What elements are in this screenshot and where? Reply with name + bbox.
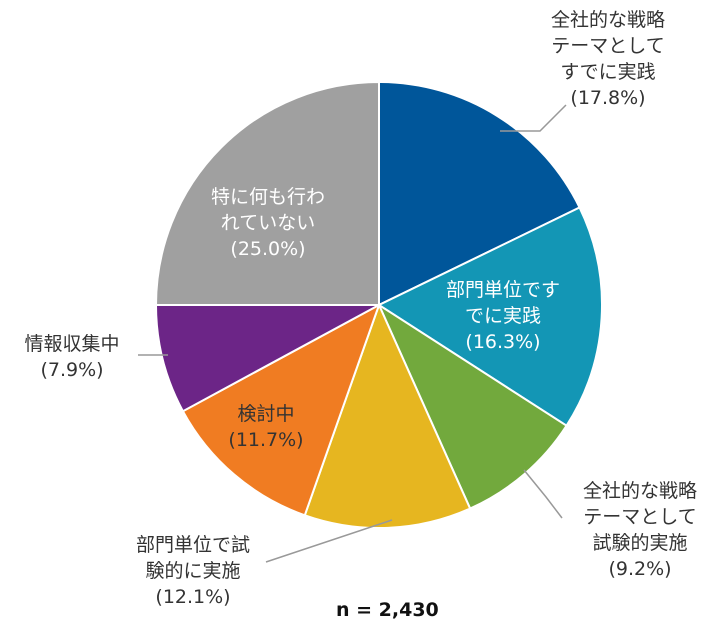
slice-value-label: (12.1%)	[155, 586, 230, 608]
slice-value-label: (16.3%)	[465, 331, 540, 353]
slice-label-line: 試験的実施	[592, 532, 687, 554]
slice-value-label: (11.7%)	[228, 429, 303, 451]
slice-label-line: 全社的な戦略	[551, 9, 665, 31]
slice-value-label: (25.0%)	[230, 238, 305, 260]
pie-slice-1	[378, 80, 581, 307]
slice-label-line: 特に何も行わ	[211, 186, 325, 208]
slice-label-line: 検討中	[237, 403, 294, 425]
slice-label-line: すでに実践	[560, 61, 655, 83]
slice-label-line: でに実践	[465, 305, 541, 327]
slice-label-line: 部門単位で試	[136, 534, 250, 556]
slice-label-6: 情報収集中 (7.9%)	[24, 333, 119, 381]
leader-line-slice-1	[500, 104, 567, 132]
slice-label-4: 部門単位で試験的に実施 (12.1%)	[136, 534, 250, 608]
slice-label-line: テーマとして	[551, 35, 664, 57]
pie-slice-7	[154, 80, 380, 306]
slice-value-label: (7.9%)	[40, 359, 103, 381]
slice-labels: 全社的な戦略テーマとしてすでに実践(17.8%)部門単位ですでに実践(16.3%…	[24, 9, 697, 608]
leader-lines	[138, 104, 567, 563]
pie-slice-4	[303, 302, 472, 529]
slice-label-line: 験的に実施	[145, 560, 240, 582]
slice-label-line: 全社的な戦略	[583, 480, 697, 502]
pie-slice-5	[181, 302, 381, 517]
slice-value-label: (17.8%)	[570, 87, 645, 109]
slice-label-1: 全社的な戦略テーマとしてすでに実践 (17.8%)	[551, 9, 665, 109]
sample-size-note: n = 2,430	[336, 599, 439, 621]
slice-label-line: 情報収集中	[24, 333, 119, 355]
slice-label-line: 部門単位です	[446, 279, 560, 301]
pie-slice-2	[376, 206, 603, 428]
slice-label-3: 全社的な戦略テーマとして試験的実施 (9.2%)	[583, 480, 697, 580]
slice-label-line: れていない	[221, 212, 315, 234]
pie-slice-6	[154, 304, 380, 413]
slice-value-label: (9.2%)	[608, 558, 671, 580]
slice-label-5: 検討中 (11.7%)	[228, 403, 303, 451]
slice-label-line: テーマとして	[583, 506, 696, 528]
slice-label-7: 特に何も行われていない (25.0%)	[211, 186, 325, 260]
leader-line-slice-4	[265, 519, 393, 563]
slice-label-2: 部門単位ですでに実践 (16.3%)	[446, 279, 560, 353]
leader-line-slice-3	[523, 469, 563, 519]
pie-slice-3	[376, 302, 568, 510]
pie-slices	[154, 80, 603, 529]
